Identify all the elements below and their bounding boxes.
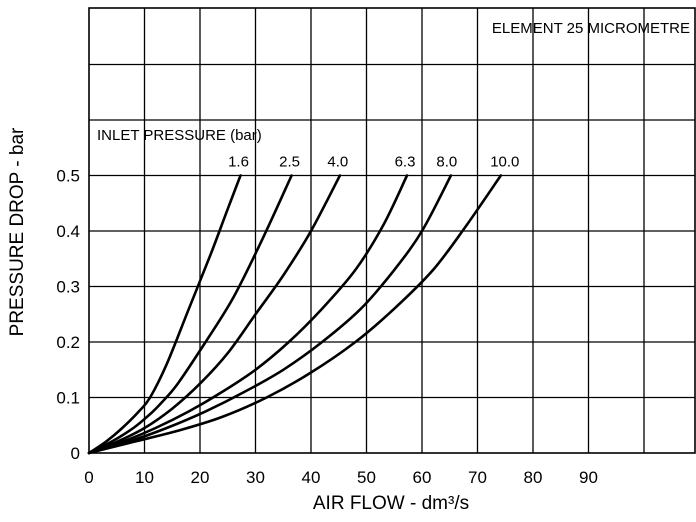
y-tick-label: 0.1 — [56, 389, 80, 408]
x-tick-label: 30 — [246, 468, 265, 487]
x-tick-label: 20 — [191, 468, 210, 487]
series-line-10-0 — [87, 174, 503, 455]
inlet-pressure-annotation: INLET PRESSURE (bar) — [97, 127, 262, 144]
series-label: 10.0 — [490, 154, 519, 171]
element-annotation: ELEMENT 25 MICROMETRE — [492, 20, 690, 37]
x-tick-label: 60 — [413, 468, 432, 487]
y-tick-label: 0 — [71, 444, 80, 463]
plot-frame — [88, 7, 696, 454]
series-label: 6.3 — [395, 154, 416, 171]
y-tick-label: 0.3 — [56, 278, 80, 297]
y-tick-label: 0.4 — [56, 222, 80, 241]
series-line-8-0 — [87, 174, 453, 455]
series-line-1-6 — [87, 174, 242, 455]
x-tick-label: 50 — [357, 468, 376, 487]
y-tick-labels: 0 0.1 0.2 0.3 0.4 0.5 — [56, 167, 80, 464]
series-line-4-0 — [87, 174, 342, 455]
x-tick-label: 80 — [524, 468, 543, 487]
x-tick-label: 0 — [84, 468, 93, 487]
series-labels: 1.6 2.5 4.0 6.3 8.0 10.0 — [228, 154, 519, 171]
x-tick-label: 10 — [135, 468, 154, 487]
grid — [89, 8, 695, 453]
series-label: 2.5 — [279, 154, 300, 171]
series-curves — [87, 174, 503, 455]
x-tick-labels: 0 10 20 30 40 50 60 70 80 90 — [84, 468, 598, 487]
x-tick-label: 70 — [468, 468, 487, 487]
series-label: 4.0 — [327, 154, 348, 171]
series-label: 1.6 — [228, 154, 249, 171]
y-axis-title: PRESSURE DROP - bar — [7, 127, 28, 336]
x-tick-label: 90 — [579, 468, 598, 487]
series-label: 8.0 — [436, 154, 457, 171]
y-tick-label: 0.5 — [56, 167, 80, 186]
series-line-6-3 — [87, 174, 409, 455]
series-line-2-5 — [87, 174, 293, 455]
x-tick-label: 40 — [302, 468, 321, 487]
y-tick-label: 0.2 — [56, 333, 80, 352]
x-axis-title: AIR FLOW - dm³/s — [313, 493, 469, 514]
